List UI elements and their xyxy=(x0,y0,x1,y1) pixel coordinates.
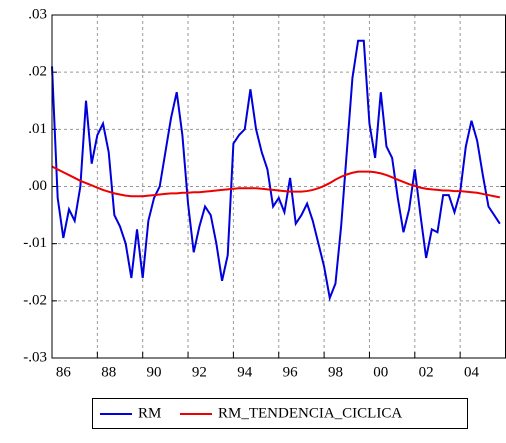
x-tick-label: 04 xyxy=(464,364,480,380)
x-tick-label: 86 xyxy=(56,364,72,380)
x-tick-label: 94 xyxy=(237,364,253,380)
legend-box xyxy=(92,398,468,429)
x-tick-label: 96 xyxy=(283,364,299,380)
y-tick-label: .01 xyxy=(28,121,47,137)
x-tick-label: 98 xyxy=(328,364,343,380)
y-tick-label: .02 xyxy=(28,64,47,80)
x-tick-label: 00 xyxy=(373,364,388,380)
legend-label: RM_TENDENCIA_CICLICA xyxy=(218,405,402,421)
line-series xyxy=(51,39,501,302)
x-tick-label: 92 xyxy=(192,364,207,380)
y-tick-label: -.02 xyxy=(23,292,47,308)
legend-label: RM xyxy=(138,405,161,421)
x-tick-label: 90 xyxy=(147,364,162,380)
y-tick-label: .00 xyxy=(28,178,47,194)
y-tick-label: .03 xyxy=(28,6,47,22)
line-series xyxy=(51,165,501,199)
y-tick-label: -.03 xyxy=(23,349,47,365)
y-tick-label: -.01 xyxy=(23,235,47,251)
x-tick-label: 88 xyxy=(101,364,116,380)
x-tick-label: 02 xyxy=(419,364,434,380)
